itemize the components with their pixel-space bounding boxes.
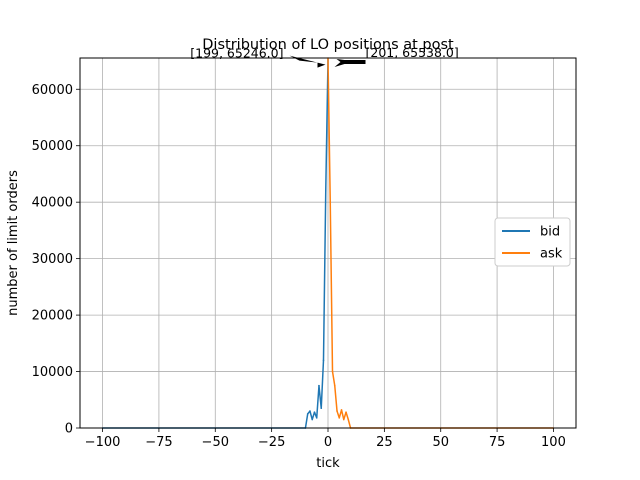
legend-label-bid: bid — [540, 225, 560, 240]
data-point-bid — [320, 407, 323, 410]
annotation-arrows — [289, 55, 366, 68]
annotation-arrow-right — [334, 59, 366, 67]
y-tick-label: 10000 — [32, 365, 73, 380]
x-axis-ticks: −100 −75 −50 −25 0 25 50 75 100 — [85, 428, 566, 450]
y-tick-label: 40000 — [32, 196, 73, 211]
annotation-arrow-left — [289, 55, 326, 68]
data-point-bid — [311, 418, 314, 421]
x-tick-label: −50 — [202, 435, 229, 450]
y-axis-ticks: 0 10000 20000 30000 40000 50000 60000 — [32, 83, 80, 437]
x-tick-label: −25 — [258, 435, 285, 450]
x-tick-label: 25 — [376, 435, 393, 450]
annotations: [199, 65246.0] [201, 65538.0] — [190, 45, 459, 61]
y-tick-label: 30000 — [32, 252, 73, 267]
data-point-bid — [318, 384, 320, 387]
legend-label-ask: ask — [540, 247, 563, 262]
data-point-ask — [345, 411, 347, 413]
y-tick-label: 20000 — [32, 309, 73, 324]
legend: bid ask — [494, 217, 571, 267]
data-point-bid — [315, 417, 318, 419]
data-point-ask — [338, 417, 341, 419]
x-tick-label: −100 — [85, 435, 121, 450]
data-point-ask — [340, 409, 343, 411]
y-tick-label: 50000 — [32, 139, 73, 154]
data-point-bid — [309, 410, 311, 412]
x-axis-label: tick — [316, 456, 340, 471]
y-tick-label: 0 — [65, 422, 73, 437]
annotation-label-ask: [201, 65538.0] — [366, 45, 459, 60]
x-tick-label: 0 — [324, 435, 332, 450]
data-point-ask — [331, 370, 334, 373]
data-point-ask — [333, 384, 336, 387]
data-point-bid — [324, 190, 327, 192]
series-line-bid — [102, 59, 329, 429]
chart-title: Distribution of LO positions at post — [202, 37, 454, 53]
data-point-bid — [306, 413, 309, 415]
data-point-ask — [347, 418, 350, 421]
data-point-ask — [329, 201, 332, 203]
x-tick-label: 50 — [432, 435, 449, 450]
data-point-bid — [313, 411, 316, 413]
x-tick-label: 100 — [541, 435, 566, 450]
x-tick-label: −75 — [145, 435, 172, 450]
data-point-ask — [336, 410, 338, 412]
annotation-label-bid: [199, 65246.0] — [190, 46, 283, 61]
data-point-bid — [322, 359, 325, 362]
series-line-ask — [327, 57, 554, 429]
x-tick-label: 75 — [489, 435, 506, 450]
data-point-ask — [342, 418, 345, 421]
y-axis-label: number of limit orders — [6, 170, 21, 316]
y-tick-label: 60000 — [32, 83, 73, 98]
